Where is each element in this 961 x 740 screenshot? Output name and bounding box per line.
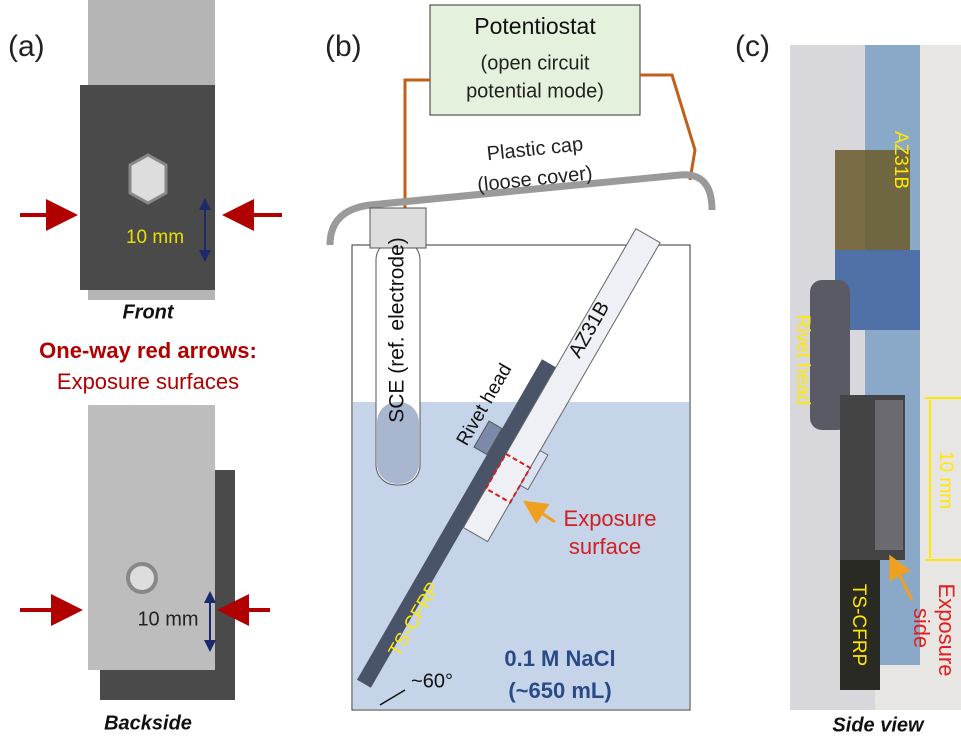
caption: Front bbox=[122, 301, 174, 323]
legend-text: Exposure surfaces bbox=[57, 369, 239, 394]
angle-label: ~60° bbox=[411, 670, 453, 692]
cfrp-label: TS-CFRP bbox=[848, 584, 869, 666]
solution-volume: (~650 mL) bbox=[508, 678, 611, 703]
caption: Backside bbox=[104, 712, 192, 734]
dimension-label: 10 mm bbox=[137, 608, 198, 630]
exposure-label: Exposure bbox=[934, 584, 959, 677]
hex-head bbox=[130, 155, 166, 203]
legend-title: One-way red arrows: bbox=[39, 338, 257, 363]
exposure-label: surface bbox=[569, 534, 641, 559]
wire bbox=[640, 75, 695, 180]
panel-a: (a) 10 mm Front One-way red arrows: Expo… bbox=[8, 0, 282, 734]
electrode-label: SCE (ref. electrode) bbox=[386, 237, 409, 423]
dimension-label: 10 mm bbox=[126, 227, 184, 248]
panel-b: (b) Potentiostat (open circuit potential… bbox=[325, 5, 712, 710]
panel-label: (a) bbox=[8, 30, 45, 63]
box-text: (open circuit bbox=[481, 52, 590, 74]
dimension-label: 10 mm bbox=[935, 451, 956, 509]
caption: Side view bbox=[832, 714, 925, 736]
panel-label: (c) bbox=[735, 30, 770, 63]
exposure-side bbox=[875, 400, 903, 550]
panel-label: (b) bbox=[325, 30, 362, 63]
cap-text: Plastic cap bbox=[486, 133, 584, 165]
box-text: potential mode) bbox=[466, 80, 604, 102]
box-title: Potentiostat bbox=[474, 13, 596, 39]
panel-c: (c) AZ31B Rivet head 10 mm TS-CFRP Expos… bbox=[735, 30, 961, 736]
solution-label: 0.1 M NaCl bbox=[504, 646, 615, 671]
exposure-label: side bbox=[909, 608, 934, 648]
rivet bbox=[128, 564, 156, 592]
rivet-label: Rivet head bbox=[792, 315, 813, 406]
plate-label: AZ31B bbox=[890, 131, 911, 189]
wire bbox=[405, 80, 430, 210]
exposure-label: Exposure bbox=[564, 506, 657, 531]
figure: (a) 10 mm Front One-way red arrows: Expo… bbox=[0, 0, 961, 740]
